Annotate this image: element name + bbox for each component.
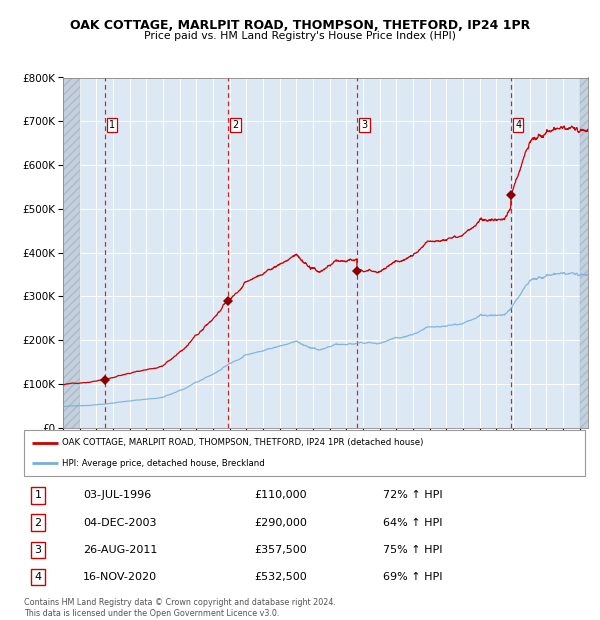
Text: 2: 2 xyxy=(34,518,41,528)
Text: 1: 1 xyxy=(35,490,41,500)
Text: 4: 4 xyxy=(34,572,41,582)
Text: HPI: Average price, detached house, Breckland: HPI: Average price, detached house, Brec… xyxy=(62,459,265,468)
Text: 1: 1 xyxy=(109,120,115,130)
Text: £532,500: £532,500 xyxy=(254,572,307,582)
Text: £290,000: £290,000 xyxy=(254,518,307,528)
Text: This data is licensed under the Open Government Licence v3.0.: This data is licensed under the Open Gov… xyxy=(24,609,280,618)
Text: OAK COTTAGE, MARLPIT ROAD, THOMPSON, THETFORD, IP24 1PR (detached house): OAK COTTAGE, MARLPIT ROAD, THOMPSON, THE… xyxy=(62,438,424,447)
Text: 4: 4 xyxy=(515,120,521,130)
Text: Price paid vs. HM Land Registry's House Price Index (HPI): Price paid vs. HM Land Registry's House … xyxy=(144,31,456,41)
Text: 3: 3 xyxy=(35,544,41,555)
FancyBboxPatch shape xyxy=(24,430,585,476)
Text: 03-JUL-1996: 03-JUL-1996 xyxy=(83,490,151,500)
Bar xyxy=(63,78,80,428)
Text: 75% ↑ HPI: 75% ↑ HPI xyxy=(383,544,443,555)
Bar xyxy=(580,78,596,428)
Text: £110,000: £110,000 xyxy=(254,490,307,500)
Text: OAK COTTAGE, MARLPIT ROAD, THOMPSON, THETFORD, IP24 1PR: OAK COTTAGE, MARLPIT ROAD, THOMPSON, THE… xyxy=(70,19,530,32)
Text: 04-DEC-2003: 04-DEC-2003 xyxy=(83,518,157,528)
Text: 16-NOV-2020: 16-NOV-2020 xyxy=(83,572,157,582)
Text: £357,500: £357,500 xyxy=(254,544,307,555)
Text: 64% ↑ HPI: 64% ↑ HPI xyxy=(383,518,443,528)
Text: 2: 2 xyxy=(233,120,239,130)
Text: 69% ↑ HPI: 69% ↑ HPI xyxy=(383,572,443,582)
Text: 26-AUG-2011: 26-AUG-2011 xyxy=(83,544,157,555)
Text: Contains HM Land Registry data © Crown copyright and database right 2024.: Contains HM Land Registry data © Crown c… xyxy=(24,598,336,607)
Text: 3: 3 xyxy=(361,120,367,130)
Text: 72% ↑ HPI: 72% ↑ HPI xyxy=(383,490,443,500)
